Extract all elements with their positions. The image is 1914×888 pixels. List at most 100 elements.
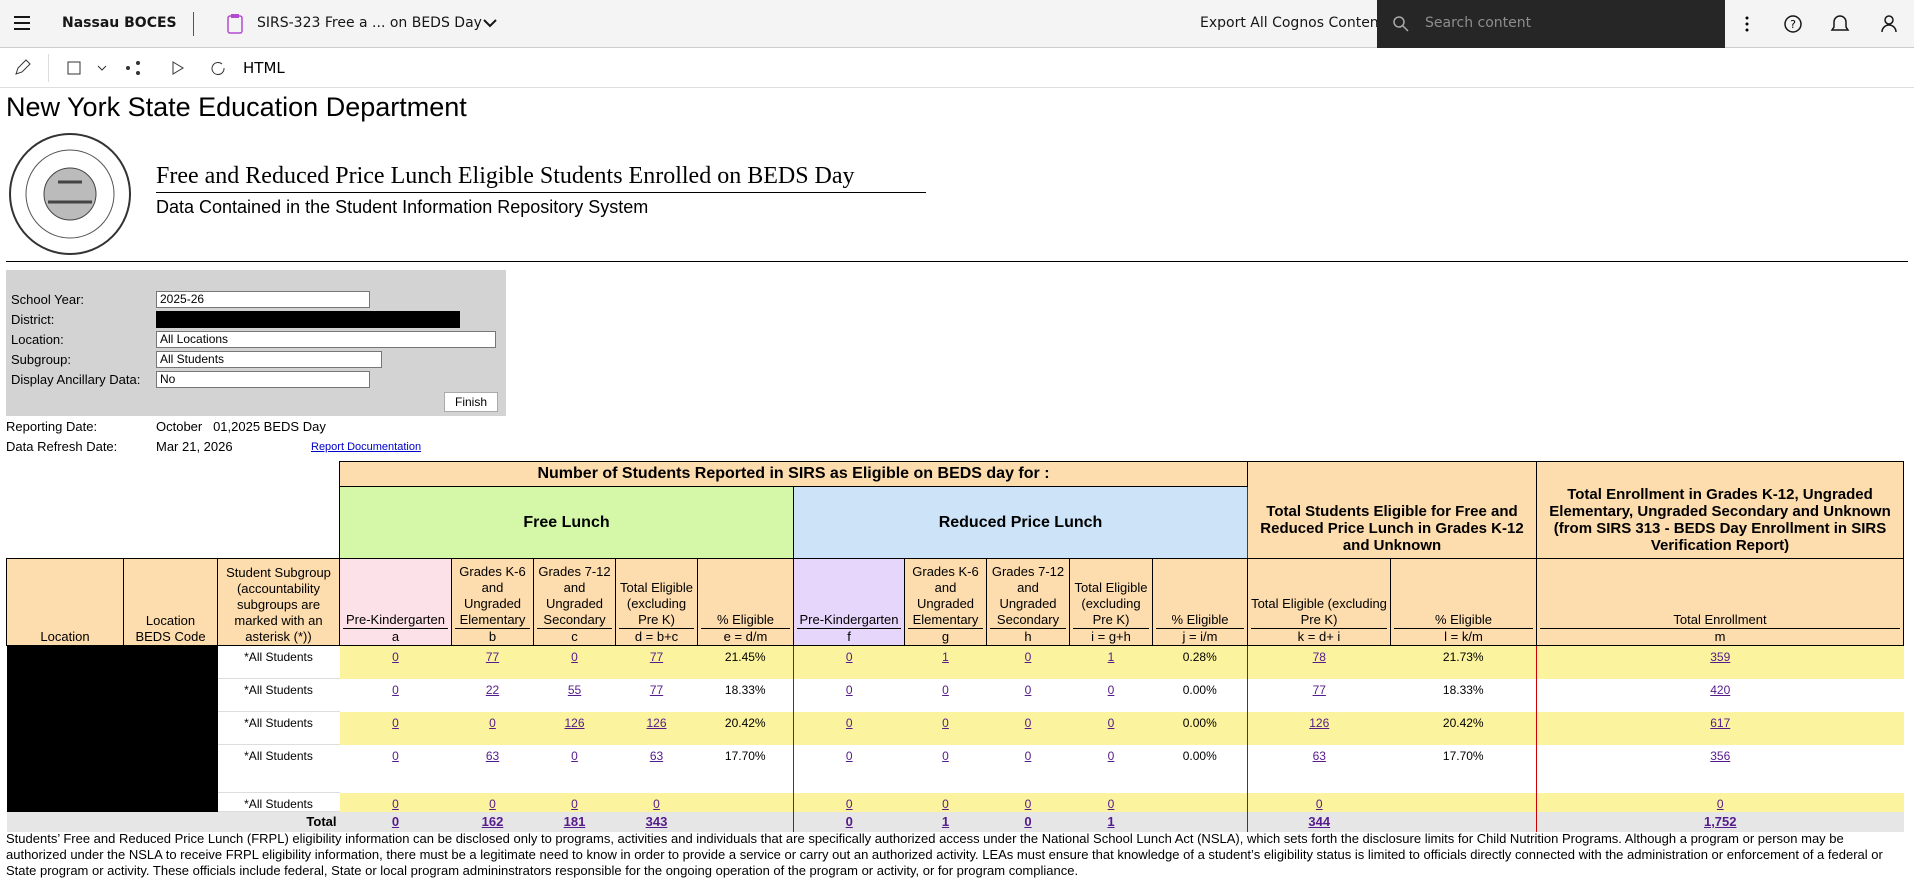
count-link[interactable]: 420 <box>1710 682 1731 697</box>
count-link[interactable]: 0 <box>1024 814 1032 829</box>
count-link[interactable]: 162 <box>481 814 504 829</box>
count-link[interactable]: 55 <box>567 682 582 697</box>
subgroup: *All Students <box>217 744 340 793</box>
prompt-select[interactable]: 2025-26 <box>156 291 370 308</box>
count-link[interactable]: 0 <box>845 715 853 730</box>
count-link[interactable]: 344 <box>1308 814 1331 829</box>
count-link[interactable]: 126 <box>646 715 667 730</box>
cell: 0 <box>1070 745 1153 793</box>
count-link[interactable]: 0 <box>489 796 496 811</box>
prompt-label: School Year: <box>11 292 85 307</box>
output-format[interactable]: HTML <box>243 59 285 77</box>
cell: 77 <box>615 645 698 679</box>
finish-button[interactable]: Finish <box>444 392 498 412</box>
count-link[interactable]: 343 <box>645 814 668 829</box>
cell: 63 <box>616 745 698 793</box>
prompt-select[interactable] <box>156 311 460 328</box>
count-link[interactable]: 0 <box>845 796 853 811</box>
count-link[interactable]: 63 <box>649 748 664 763</box>
count-link[interactable]: 126 <box>1309 715 1330 730</box>
percent: 0.00% <box>1182 715 1217 730</box>
count-link[interactable]: 0 <box>845 814 853 829</box>
count-link[interactable]: 1 <box>942 650 949 664</box>
prompt-value: All Locations <box>160 332 229 346</box>
count-link[interactable]: 0 <box>653 796 660 811</box>
count-link[interactable]: 0 <box>489 715 496 730</box>
count-link[interactable]: 126 <box>564 715 585 730</box>
count-link[interactable]: 77 <box>485 650 500 664</box>
count-link[interactable]: 77 <box>1312 682 1326 697</box>
count-link[interactable]: 356 <box>1710 748 1731 763</box>
count-link[interactable]: 0 <box>1107 796 1115 811</box>
count-link[interactable]: 0 <box>391 814 400 829</box>
prompt-select[interactable]: All Students <box>156 351 382 368</box>
cell: 420 <box>1536 678 1904 712</box>
count-link[interactable]: 0 <box>1024 715 1032 730</box>
percent: 18.33% <box>1442 682 1484 697</box>
export-button[interactable]: Export All Cognos Contents <box>1200 15 1392 31</box>
percent: 20.42% <box>724 715 766 730</box>
count-link[interactable]: 0 <box>392 796 399 811</box>
count-link[interactable]: 0 <box>392 748 399 763</box>
count-link[interactable]: 0 <box>392 715 399 730</box>
doc-link[interactable]: Report Documentation <box>311 441 422 453</box>
cell <box>697 792 794 812</box>
menu-icon[interactable] <box>14 16 30 30</box>
prompt-select[interactable]: No <box>156 371 370 388</box>
count-link[interactable]: 1 <box>1107 650 1115 664</box>
count-link[interactable]: 78 <box>1312 650 1326 664</box>
count-link[interactable]: 77 <box>649 650 664 664</box>
column-header: Location <box>6 558 124 646</box>
divider <box>193 12 194 36</box>
cell: 1 <box>904 811 987 832</box>
count-link[interactable]: 0 <box>392 682 399 697</box>
count-link[interactable]: 1,752 <box>1703 814 1737 829</box>
count-link[interactable]: 0 <box>571 796 578 811</box>
toolbar-icons[interactable] <box>12 58 232 78</box>
count-link[interactable]: 0 <box>1107 748 1115 763</box>
count-link[interactable]: 0 <box>942 715 949 730</box>
count-link[interactable]: 63 <box>1312 748 1326 763</box>
count-link[interactable]: 617 <box>1710 715 1731 730</box>
cell: 617 <box>1536 711 1904 745</box>
cell: 17.70% <box>1391 745 1537 793</box>
count-link[interactable]: 0 <box>942 748 949 763</box>
cell: 0 <box>793 678 905 712</box>
count-link[interactable]: 0 <box>1024 748 1032 763</box>
count-link[interactable]: 0 <box>1024 682 1032 697</box>
count-link[interactable]: 0 <box>845 682 853 697</box>
chevron[interactable] <box>483 18 497 28</box>
count-link[interactable]: 181 <box>563 814 586 829</box>
count-link[interactable]: 0 <box>571 748 578 763</box>
count-link[interactable]: 359 <box>1710 650 1731 664</box>
count-link[interactable]: 0 <box>571 650 578 664</box>
count-link[interactable]: 0 <box>1315 796 1323 811</box>
count-link[interactable]: 22 <box>485 682 500 697</box>
cell: 0 <box>986 711 1070 745</box>
count-link[interactable]: 0 <box>392 650 399 664</box>
count-link[interactable]: 0 <box>1024 796 1032 811</box>
cell: 0 <box>533 792 616 812</box>
prompt-select[interactable]: All Locations <box>156 331 496 348</box>
count-link[interactable]: 1 <box>941 814 950 829</box>
count-link[interactable]: 63 <box>485 748 500 763</box>
count-link[interactable]: 0 <box>1024 650 1032 664</box>
total-eligible-header: Total Students Eligible for Free and Red… <box>1247 461 1537 559</box>
count-link[interactable]: 0 <box>1107 715 1115 730</box>
count-link[interactable]: 0 <box>845 650 853 664</box>
cell: 0 <box>793 711 905 745</box>
column-label: % Eligible <box>716 612 775 627</box>
percent: 17.70% <box>724 748 766 763</box>
brand[interactable]: Nassau BOCES <box>62 15 177 31</box>
count-link[interactable]: 0 <box>942 796 949 811</box>
top-icons[interactable]: ? <box>1740 12 1900 36</box>
count-link[interactable]: 77 <box>649 682 664 697</box>
count-link[interactable]: 0 <box>845 748 853 763</box>
search-box[interactable]: Search content <box>1377 0 1725 48</box>
report-tab[interactable]: SIRS-323 Free a ... on BEDS Day <box>257 15 482 31</box>
count-link[interactable]: 0 <box>942 682 949 697</box>
count-link[interactable]: 1 <box>1107 814 1115 829</box>
count-link[interactable]: 0 <box>1716 796 1724 811</box>
count-link[interactable]: 0 <box>1107 682 1115 697</box>
data-row: *All Students 0 63 0 63 17.70% 0 0 0 0 0.00% 63 17.7… <box>7 744 1904 793</box>
